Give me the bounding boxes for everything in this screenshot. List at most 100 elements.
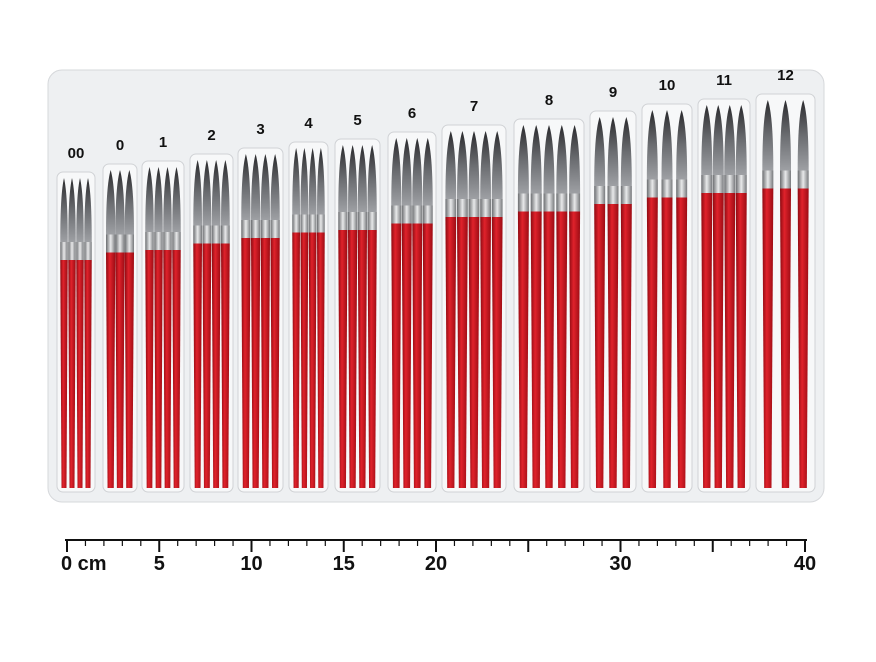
brush-tip: [556, 125, 568, 194]
brush-ferrule: [422, 205, 433, 224]
brush-handle: [701, 193, 713, 488]
brush-tip: [106, 170, 116, 235]
size-label: 10: [659, 77, 676, 94]
brush-handle: [422, 223, 433, 488]
brush-tip: [491, 131, 503, 199]
brush-handle: [292, 232, 300, 488]
brush-handle: [797, 188, 809, 488]
brush-handle: [607, 204, 619, 488]
brush-handle: [357, 230, 367, 488]
ruler: 0 cm 5 10 15 20 30 40: [61, 539, 816, 575]
brush-tip: [357, 145, 367, 212]
brush-tip: [145, 167, 154, 232]
brush-handle: [308, 232, 317, 488]
brush-ferrule: [202, 225, 212, 244]
brush-handle: [594, 204, 606, 488]
brush-ferrule: [457, 199, 468, 217]
brush-handle: [241, 238, 251, 488]
brush-handle: [480, 217, 491, 488]
brush-ferrule: [124, 234, 134, 253]
brush-handle: [780, 188, 791, 488]
brush-handle: [202, 243, 212, 488]
brush-tip: [241, 154, 251, 220]
brush-tip: [480, 131, 491, 199]
brush-tip: [348, 145, 358, 212]
ruler-label: 0 cm: [61, 553, 107, 575]
brush-ferrule: [543, 193, 555, 212]
size-label: 9: [609, 84, 617, 101]
brush-ferrule: [60, 242, 68, 260]
brush-tip: [724, 105, 736, 175]
brush-ferrule: [412, 205, 423, 224]
brush-tip: [401, 138, 412, 206]
brush-tip: [422, 138, 433, 206]
brush-ferrule: [367, 212, 377, 230]
brush-ferrule: [338, 212, 348, 230]
brush-tip: [367, 145, 377, 212]
brush-handle: [124, 252, 134, 488]
brush-handle: [251, 238, 261, 488]
brush-ferrule: [530, 193, 542, 212]
brush-ferrule: [762, 170, 774, 189]
ruler-label: 20: [425, 553, 447, 575]
brush-ferrule: [76, 242, 84, 260]
brush-tip: [317, 148, 325, 215]
brush-handle: [676, 197, 688, 488]
brush-handle: [145, 250, 154, 488]
brush-tip: [124, 170, 134, 235]
brush-handle: [300, 232, 309, 488]
brush-handle: [543, 211, 555, 488]
brush-tip: [251, 154, 261, 220]
brush-handle: [412, 223, 423, 488]
brush-ferrule: [308, 214, 317, 233]
brush-handle: [661, 197, 673, 488]
size-label: 5: [353, 112, 361, 129]
brush-ferrule: [357, 212, 367, 230]
brush-ferrule: [517, 193, 529, 212]
brush-tip: [221, 160, 230, 226]
brush-tip: [797, 100, 809, 171]
brush-handle: [530, 211, 542, 488]
brush-tip: [676, 110, 688, 180]
brush-ferrule: [724, 175, 736, 193]
size-label: 3: [256, 121, 264, 138]
brush-ferrule: [646, 179, 658, 198]
brush-ferrule: [68, 242, 76, 260]
size-label: 12: [777, 67, 794, 84]
brush-ferrule: [569, 193, 581, 212]
size-label: 7: [470, 98, 478, 115]
brush-tip: [154, 167, 163, 232]
ruler-label: 30: [609, 553, 631, 575]
brush-tip: [84, 178, 92, 242]
brush-ferrule: [491, 199, 503, 217]
brush-tip: [300, 148, 309, 215]
brush-tip: [646, 110, 658, 180]
brush-ferrule: [661, 179, 673, 198]
brush-tip: [762, 100, 774, 171]
brush-ferrule: [241, 220, 251, 238]
size-label: 1: [159, 134, 167, 151]
brush-handle: [401, 223, 412, 488]
brush-tip: [457, 131, 468, 199]
brush-ferrule: [712, 175, 724, 193]
brush-ferrule: [620, 186, 632, 204]
brush-ferrule: [292, 214, 300, 233]
brush-handle: [445, 217, 457, 488]
brush-handle: [569, 211, 581, 488]
brush-tip: [468, 131, 480, 199]
brush-tip: [338, 145, 348, 212]
brush-handle: [556, 211, 568, 488]
brush-ferrule: [172, 232, 181, 250]
brush-ferrule: [735, 175, 747, 193]
brush-tip: [701, 105, 713, 175]
brush-tip: [193, 160, 202, 226]
brush-ferrule: [317, 214, 325, 233]
brush-handle: [468, 217, 480, 488]
brush-ferrule: [193, 225, 202, 244]
brush-tip: [530, 125, 542, 194]
brush-tip: [68, 178, 76, 242]
brush-ferrule: [260, 220, 270, 238]
brush-ferrule: [84, 242, 92, 260]
